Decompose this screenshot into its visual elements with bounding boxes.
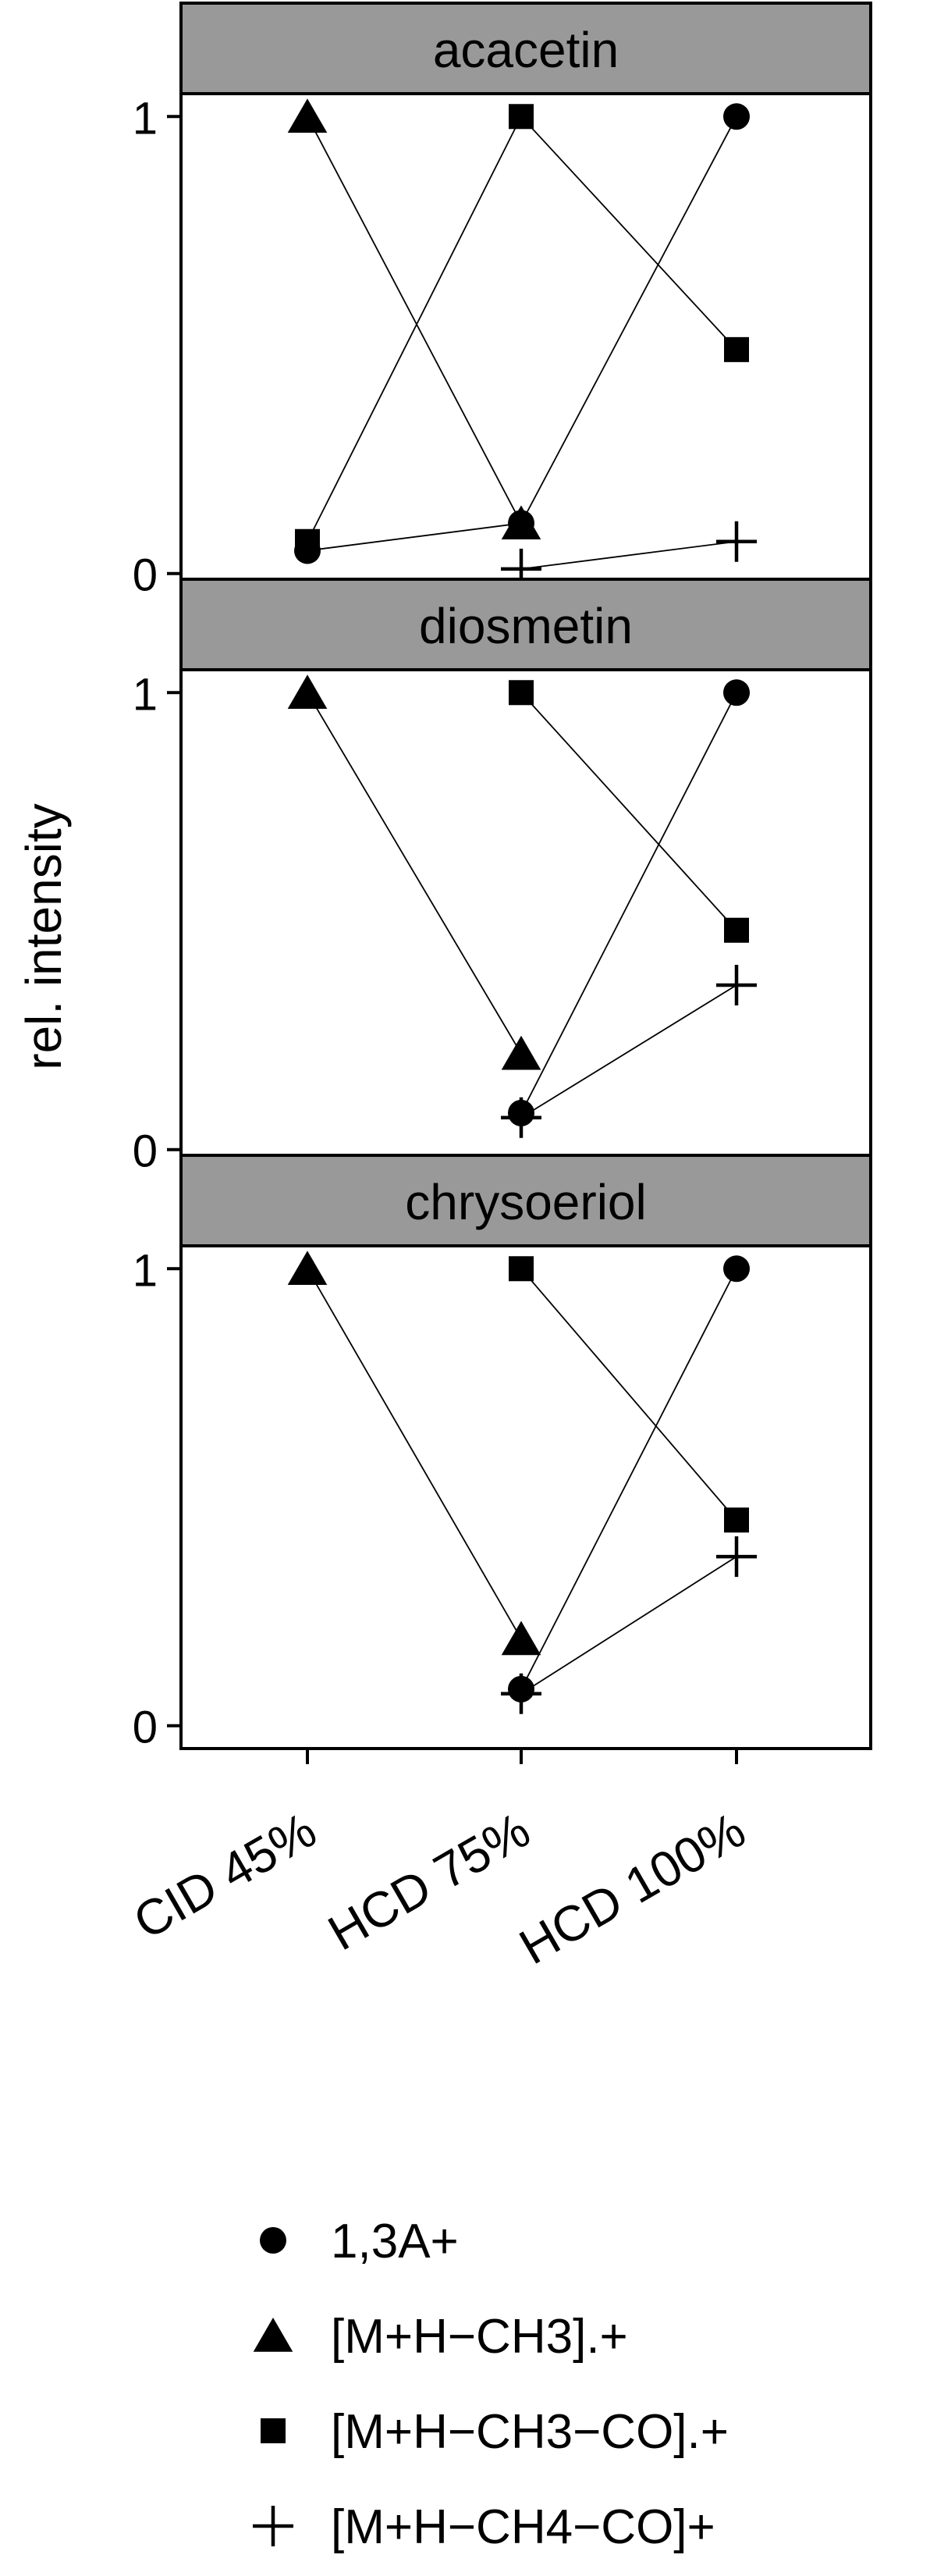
plot-area xyxy=(179,1244,872,1750)
plot-area xyxy=(179,668,872,1174)
panel-title: chrysoeriol xyxy=(405,1174,646,1230)
legend-marker-square xyxy=(261,2418,286,2443)
data-point-square xyxy=(295,528,320,554)
data-point-square xyxy=(724,336,749,362)
series-line-2 xyxy=(520,1268,737,1521)
legend-label: [M+H−CH3].+ xyxy=(331,2310,628,2364)
legend-marker-plus xyxy=(253,2506,293,2546)
data-point-square xyxy=(724,1507,749,1533)
y-tick-label: 0 xyxy=(133,550,158,601)
data-point-circle xyxy=(723,1255,750,1283)
legend-marker-circle xyxy=(260,2227,286,2254)
x-tick-label: CID 45% xyxy=(124,1802,325,1950)
data-point-square xyxy=(509,680,534,706)
panel-title: diosmetin xyxy=(419,598,633,654)
x-tick-label: HCD 75% xyxy=(319,1802,539,1962)
panel-strip xyxy=(179,578,872,671)
legend-label: 1,3A+ xyxy=(331,2215,459,2268)
series-line-1 xyxy=(307,116,522,524)
series-line-1 xyxy=(307,692,522,1055)
series-line-0 xyxy=(520,1268,737,1690)
data-point-circle xyxy=(723,103,750,130)
series-line-1 xyxy=(307,1268,522,1639)
data-point-triangle xyxy=(501,1621,541,1656)
panel-diosmetin: diosmetin 0 1 xyxy=(133,578,872,1177)
panel-title: acacetin xyxy=(433,22,619,78)
x-tick-label: HCD 100% xyxy=(510,1802,754,1975)
data-point-plus xyxy=(716,964,757,1005)
panel-acacetin: acacetin 0 1 xyxy=(133,2,872,601)
panel-strip xyxy=(179,2,872,95)
y-tick-label: 1 xyxy=(133,93,158,144)
data-point-plus xyxy=(501,1673,541,1714)
panel-strip xyxy=(179,1154,872,1247)
data-point-plus xyxy=(716,521,757,562)
series-line-3 xyxy=(520,1556,737,1695)
data-point-triangle xyxy=(287,674,328,709)
y-tick-label: 1 xyxy=(133,1245,158,1296)
series-line-2 xyxy=(520,692,737,931)
data-point-square xyxy=(724,917,749,943)
series-line-3 xyxy=(520,540,737,570)
data-point-plus xyxy=(501,1097,541,1138)
y-tick-label: 0 xyxy=(133,1703,158,1753)
y-tick-label: 1 xyxy=(133,669,158,720)
series-line-3 xyxy=(520,984,737,1119)
legend-label: [M+H−CH3−CO].+ xyxy=(331,2405,729,2459)
series-line-0 xyxy=(520,692,737,1114)
data-point-triangle xyxy=(287,98,328,133)
y-axis-label: rel. intensity xyxy=(16,803,72,1069)
data-point-square xyxy=(509,1256,534,1282)
data-point-square xyxy=(509,104,534,130)
data-point-plus xyxy=(716,1536,757,1578)
data-point-circle xyxy=(723,679,750,706)
data-point-triangle xyxy=(501,505,541,540)
legend-label: [M+H−CH4−CO]+ xyxy=(331,2500,715,2554)
data-point-triangle xyxy=(287,1251,328,1285)
legend-marker-triangle xyxy=(253,2318,293,2352)
y-tick-label: 0 xyxy=(133,1126,158,1177)
panel-chrysoeriol: chrysoeriol 0 1 xyxy=(133,1154,872,1753)
data-point-triangle xyxy=(501,1035,541,1070)
